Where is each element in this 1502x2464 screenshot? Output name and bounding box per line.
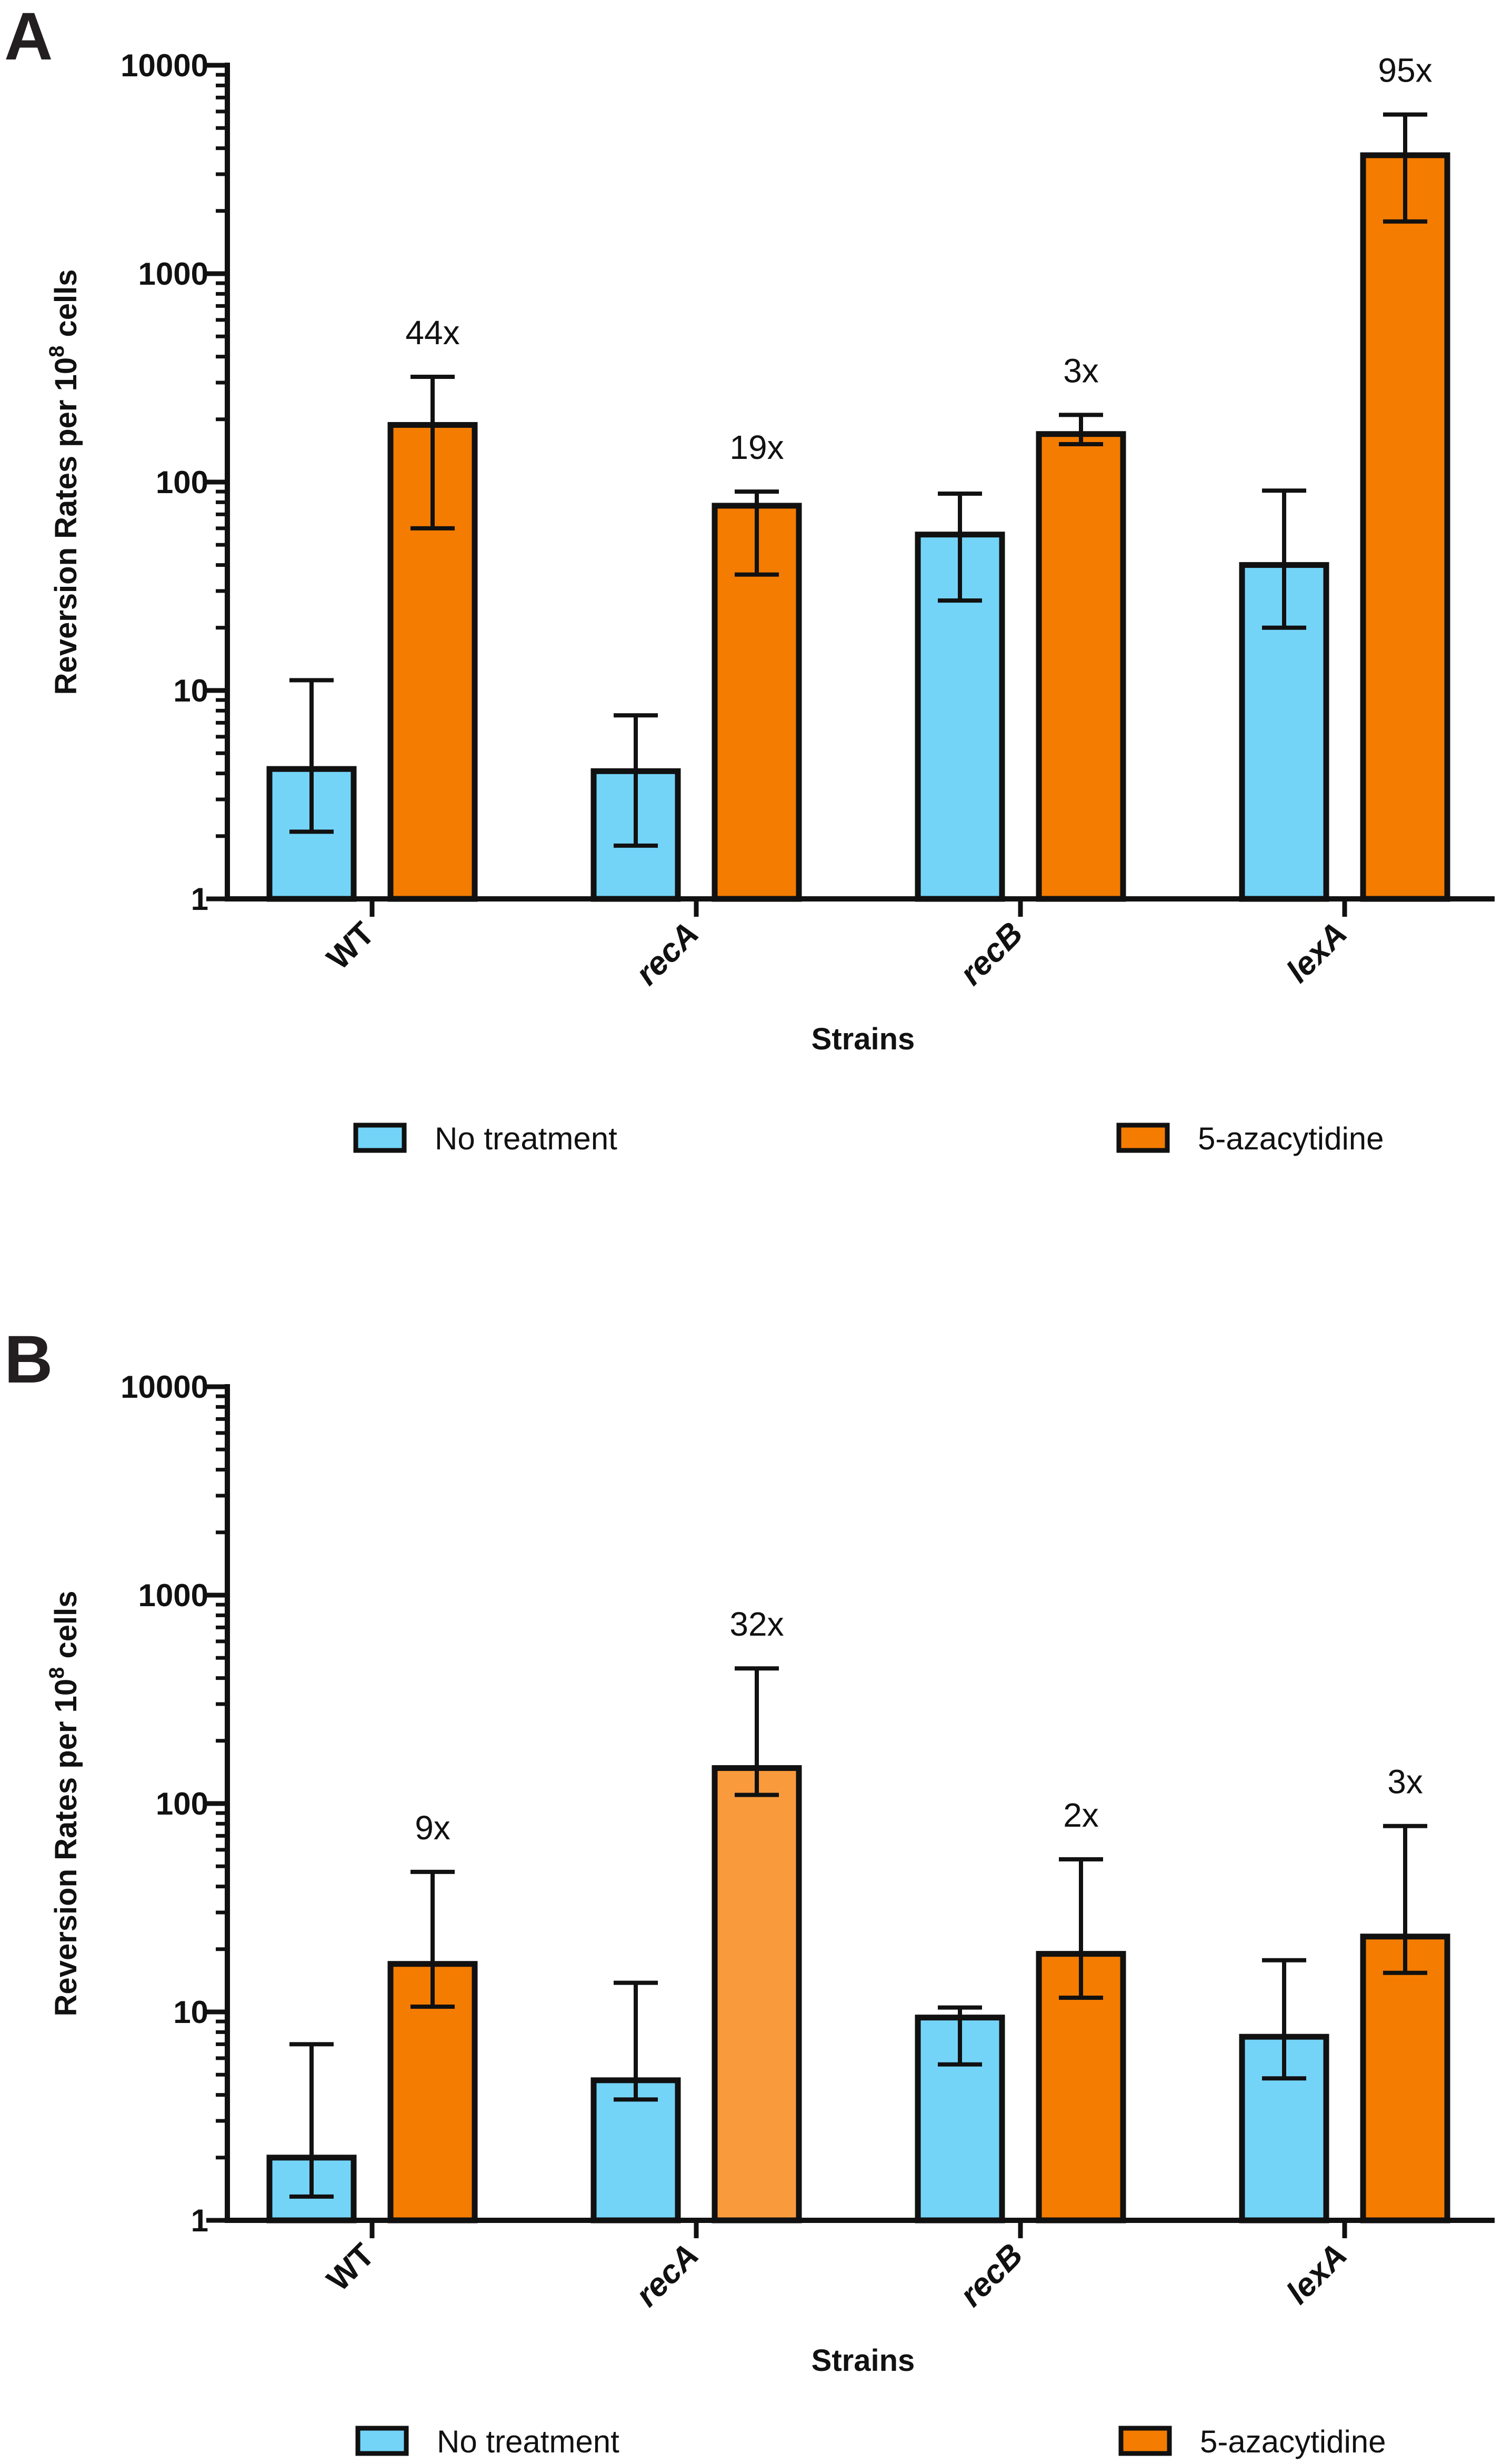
panel-b-letter: B bbox=[4, 1322, 53, 1397]
panel-b-y-tick-label: 1 bbox=[191, 2203, 208, 2238]
panel-b-y-axis-title: Reversion Rates per 108 cells bbox=[45, 1591, 83, 2017]
panel-b-bar-WT-5-azacytidine bbox=[387, 1961, 478, 2223]
panel-a-y-tick-label: 100 bbox=[156, 465, 208, 500]
panel-a-category-label-lexA: lexA bbox=[1280, 915, 1354, 989]
panel-a-legend-swatch-no-treatment bbox=[353, 1123, 407, 1153]
panel-b-x-axis-title: Strains bbox=[812, 2343, 915, 2378]
panel-a: A 1 10 100 1000 10000 Reversion Rates per 108… bbox=[0, 0, 1502, 1231]
panel-b-legend-swatch-no-treatment bbox=[355, 2426, 409, 2456]
panel-b-y-tick-label: 100 bbox=[156, 1786, 208, 1821]
panel-a-y-axis-title-unit: cells bbox=[49, 269, 83, 346]
panel-b-fold-change-label-lexA: 3x bbox=[1387, 1763, 1423, 1801]
panel-b-y-tick-label: 1000 bbox=[138, 1578, 208, 1613]
panel-b-legend-label-5-azacytidine: 5-azacytidine bbox=[1200, 2424, 1386, 2459]
panel-a-y-axis-title-main: Reversion Rates per 10 bbox=[49, 357, 83, 695]
panel-b-legend-label-no-treatment: No treatment bbox=[437, 2424, 619, 2459]
panel-a-fold-change-label-recB: 3x bbox=[1063, 352, 1099, 389]
panel-a-y-tick-label: 10000 bbox=[121, 48, 208, 83]
panel-a-fold-change-label-recA: 19x bbox=[729, 428, 784, 466]
panel-b-chart: 1 10 100 1000 10000 Reversion Rates per 108 c… bbox=[45, 1369, 1495, 2459]
panel-a-x-axis-title: Strains bbox=[812, 1022, 915, 1056]
panel-a-y-tick-label: 10 bbox=[173, 673, 208, 708]
panel-b-y-axis-title-main: Reversion Rates per 10 bbox=[49, 1679, 83, 2017]
panel-b-category-label-recB: recB bbox=[953, 2237, 1030, 2313]
panel-b-bar-recA-5-azacytidine bbox=[712, 1765, 802, 2223]
panel-b: B 1 10 100 1000 10000 Reversion Rates per 108… bbox=[0, 1231, 1502, 2464]
panel-b-y-axis-title-unit: cells bbox=[49, 1591, 83, 1667]
panel-b-y-axis-title-exponent: 8 bbox=[45, 1667, 68, 1679]
panel-b-bar-lexA-5-azacytidine bbox=[1360, 1934, 1450, 2223]
panel-a-fold-change-label-WT: 44x bbox=[405, 314, 459, 352]
panel-a-bar-recB-5-azacytidine bbox=[1036, 431, 1126, 902]
panel-a-category-label-WT: WT bbox=[320, 915, 382, 977]
panel-a-y-tick-label: 1 bbox=[191, 882, 208, 917]
panel-a-y-axis-title: Reversion Rates per 108 cells bbox=[45, 269, 83, 695]
panel-a-legend-swatch-5-azacytidine bbox=[1116, 1123, 1170, 1153]
panel-a-legend-label-5-azacytidine: 5-azacytidine bbox=[1198, 1121, 1384, 1156]
panel-a-legend-label-no-treatment: No treatment bbox=[435, 1121, 617, 1156]
panel-b-bar-recB-no-treatment bbox=[915, 2015, 1005, 2223]
panel-a-y-tick-label: 1000 bbox=[138, 256, 208, 292]
panel-a-fold-change-label-lexA: 95x bbox=[1378, 52, 1432, 89]
panel-a-bar-lexA-5-azacytidine bbox=[1360, 152, 1450, 902]
panel-b-legend-swatch-5-azacytidine bbox=[1118, 2426, 1172, 2456]
panel-b-y-tick-label: 10000 bbox=[121, 1369, 208, 1405]
panel-b-y-tick-label: 10 bbox=[173, 1995, 208, 2030]
panel-a-category-label-recB: recB bbox=[953, 915, 1030, 992]
panel-b-category-label-lexA: lexA bbox=[1280, 2237, 1354, 2311]
panel-a-category-label-recA: recA bbox=[629, 915, 706, 992]
panel-a-letter: A bbox=[4, 0, 53, 74]
panel-b-category-label-recA: recA bbox=[629, 2237, 706, 2313]
panel-b-category-label-WT: WT bbox=[320, 2237, 382, 2298]
panel-b-fold-change-label-recB: 2x bbox=[1063, 1796, 1099, 1834]
panel-a-y-axis-title-exponent: 8 bbox=[45, 346, 68, 357]
panel-b-fold-change-label-WT: 9x bbox=[415, 1809, 450, 1847]
panel-b-fold-change-label-recA: 32x bbox=[729, 1605, 784, 1643]
panel-a-chart: 1 10 100 1000 10000 Reversion Rates per 108 c… bbox=[45, 48, 1495, 1156]
